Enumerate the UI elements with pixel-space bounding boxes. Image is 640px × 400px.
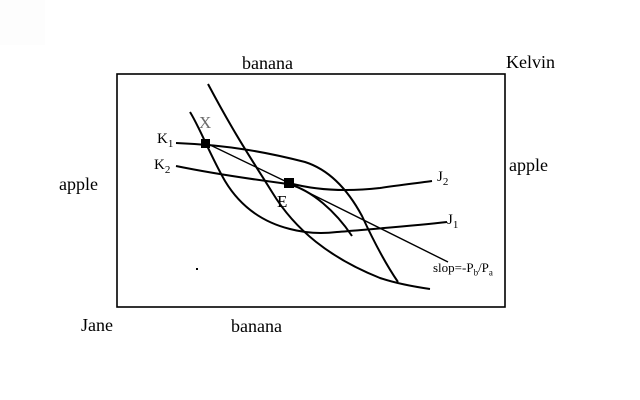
- slope-part1: slop=-P: [433, 260, 474, 275]
- indifference-curve-k1: [175, 142, 399, 283]
- slope-sub1: b: [473, 267, 479, 278]
- j1-sub: 1: [452, 219, 459, 231]
- slope-sub2: a: [488, 267, 493, 278]
- j2-sub: 2: [442, 176, 449, 188]
- j2-main: J: [437, 169, 443, 185]
- k1-sub: 1: [167, 138, 174, 150]
- curve-label-k2: K2: [154, 157, 171, 176]
- left-apple-axis-label: apple: [59, 174, 98, 194]
- curve-label-j2: J2: [437, 169, 449, 188]
- endowment-point-label: X: [199, 113, 212, 132]
- endowment-point-marker: [201, 139, 210, 148]
- j1-main: J: [447, 212, 453, 228]
- box-frame: [116, 73, 506, 308]
- bottom-banana-axis-label: banana: [231, 316, 282, 336]
- slope-part2: /P: [478, 260, 489, 275]
- k2-main: K: [154, 157, 165, 173]
- right-apple-axis-label: apple: [509, 155, 548, 175]
- steep-curve: [207, 83, 431, 290]
- stray-dot: [196, 268, 198, 270]
- k2-sub: 2: [164, 164, 171, 176]
- k1-main: K: [157, 131, 168, 147]
- equilibrium-point-marker: [284, 178, 294, 188]
- equilibrium-point-label: E: [277, 192, 288, 211]
- indifference-curve-j2: [288, 180, 433, 192]
- scan-corner-artifact: [0, 0, 45, 45]
- kelvin-origin-label: Kelvin: [506, 52, 555, 72]
- indifference-curve-j1: [189, 111, 448, 234]
- curve-label-j1: J1: [447, 212, 459, 231]
- jane-origin-label: Jane: [81, 315, 113, 335]
- curve-label-k1: K1: [157, 131, 174, 150]
- budget-line-slope-label: slop=-Pb/Pa: [433, 260, 493, 277]
- top-banana-axis-label: banana: [242, 53, 293, 73]
